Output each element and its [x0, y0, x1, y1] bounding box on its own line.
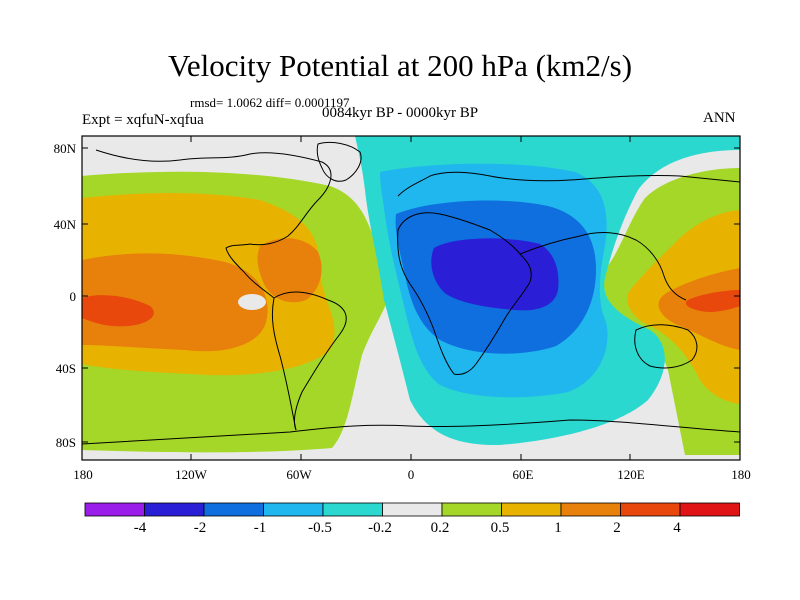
colorbar-label-neg2: -2 [193, 520, 207, 536]
colorbar-label-neg0.2: -0.2 [368, 520, 392, 536]
colorbar [84, 502, 740, 517]
lon-label-120w: 120W [175, 467, 207, 482]
stats-text: rmsd= 1.0062 diff= 0.0001197 [190, 95, 350, 110]
colorbar-box [441, 502, 502, 517]
colorbar-box [501, 502, 562, 517]
plot-title: Velocity Potential at 200 hPa (km2/s) [167, 48, 633, 83]
negative-contour-2 [431, 238, 559, 311]
lat-label-80n: 80N [53, 141, 76, 156]
lat-label-80s: 80S [55, 435, 76, 450]
coastline-north-america [95, 149, 332, 299]
colorbar-box [560, 502, 621, 517]
period-label: 0084kyr BP - 0000kyr BP [322, 105, 479, 121]
lat-label-40n: 40N [53, 217, 76, 232]
colorbar-label-1: 1 [554, 520, 562, 536]
coastline-antarctica [82, 419, 740, 445]
colorbar-box [263, 502, 324, 517]
colorbar-box [322, 502, 383, 517]
coastline-australia [634, 324, 698, 369]
colorbar-label-0.5: 0.5 [490, 520, 510, 536]
colorbar-box [144, 502, 205, 517]
colorbar-label-neg1: -1 [253, 520, 267, 536]
colorbar-box [679, 502, 740, 517]
coastline-greenland [316, 141, 362, 182]
colorbar-label-0.2: 0.2 [430, 520, 450, 536]
neutral-blob-pacific [238, 294, 266, 310]
colorbar-label-4: 4 [673, 520, 681, 536]
colorbar-label-neg4: -4 [133, 520, 147, 536]
coastline-south-america [273, 291, 347, 431]
coastline-south-america-west [271, 297, 297, 431]
coastline-africa [397, 212, 532, 375]
coastline-asia [519, 232, 687, 301]
positive-contour-1 [82, 253, 268, 352]
lon-label-180e: 180 [731, 467, 751, 482]
lon-label-60w: 60W [286, 467, 312, 482]
lon-label-0: 0 [407, 467, 415, 482]
axis-ticks [81, 136, 741, 460]
colorbar-label-neg0.5: -0.5 [308, 520, 332, 536]
colorbar-box [203, 502, 264, 517]
positive-contour-2-west-pacific [685, 290, 740, 312]
colorbar-label-2: 2 [613, 520, 621, 536]
positive-contour-1-caribbean [257, 238, 322, 303]
lon-label-120e: 120E [617, 467, 645, 482]
experiment-label: Expt = xqfuN-xqfua [82, 112, 204, 128]
colorbar-box [84, 502, 145, 517]
lon-label-180w: 180 [73, 467, 93, 482]
colorbar-box [382, 502, 443, 517]
contour-field [82, 136, 740, 460]
lat-label-40s: 40S [55, 361, 76, 376]
lat-label-0: 0 [69, 289, 77, 304]
colorbar-box [620, 502, 681, 517]
positive-contour-2 [82, 295, 154, 327]
season-label: ANN [703, 110, 736, 126]
coastlines [82, 141, 740, 445]
coastline-europe [397, 171, 740, 197]
lon-label-60e: 60E [512, 467, 534, 482]
